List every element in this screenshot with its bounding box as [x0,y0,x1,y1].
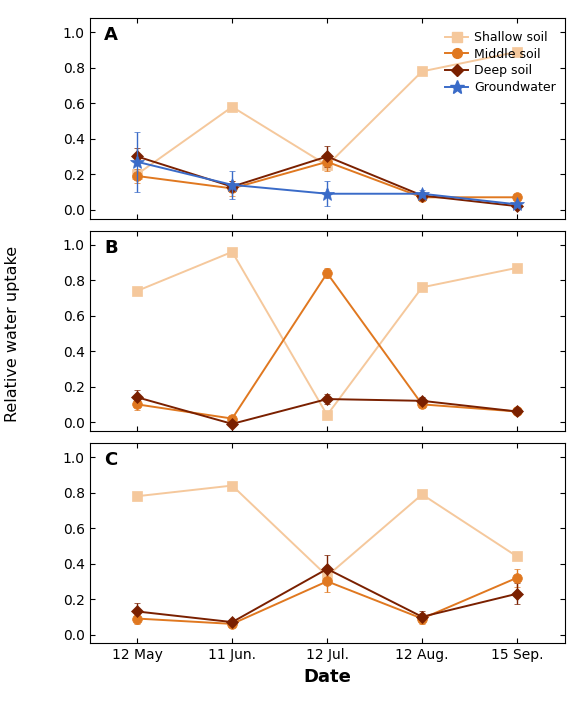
X-axis label: Date: Date [303,668,351,686]
Text: C: C [104,451,117,469]
Legend: Shallow soil, Middle soil, Deep soil, Groundwater: Shallow soil, Middle soil, Deep soil, Gr… [443,28,558,97]
Text: B: B [104,238,118,257]
Text: A: A [104,26,118,44]
Text: Relative water uptake: Relative water uptake [5,246,20,422]
